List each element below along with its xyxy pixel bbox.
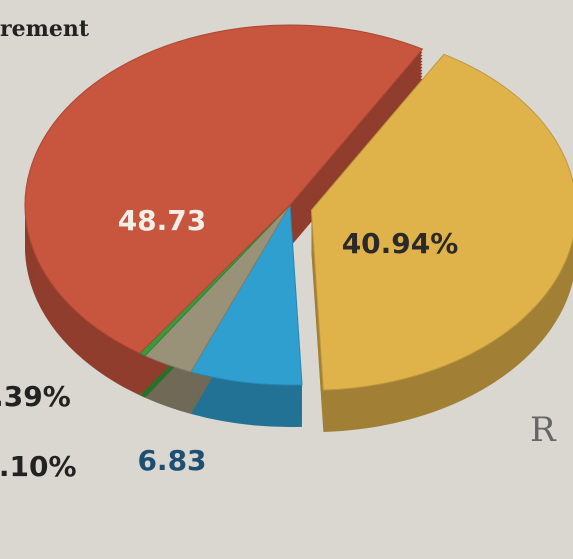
- data-label: 6.83: [137, 444, 206, 477]
- data-label: 3.10%: [0, 450, 77, 483]
- pie: [24, 24, 573, 433]
- slice: [24, 24, 424, 354]
- data-label: .39%: [0, 380, 71, 413]
- annotation: R: [530, 410, 557, 450]
- chart-title: rement: [0, 16, 90, 42]
- slice: [310, 53, 573, 391]
- data-label: 40.94%: [342, 227, 459, 260]
- data-label: 48.73: [118, 204, 207, 237]
- slice: [190, 203, 303, 386]
